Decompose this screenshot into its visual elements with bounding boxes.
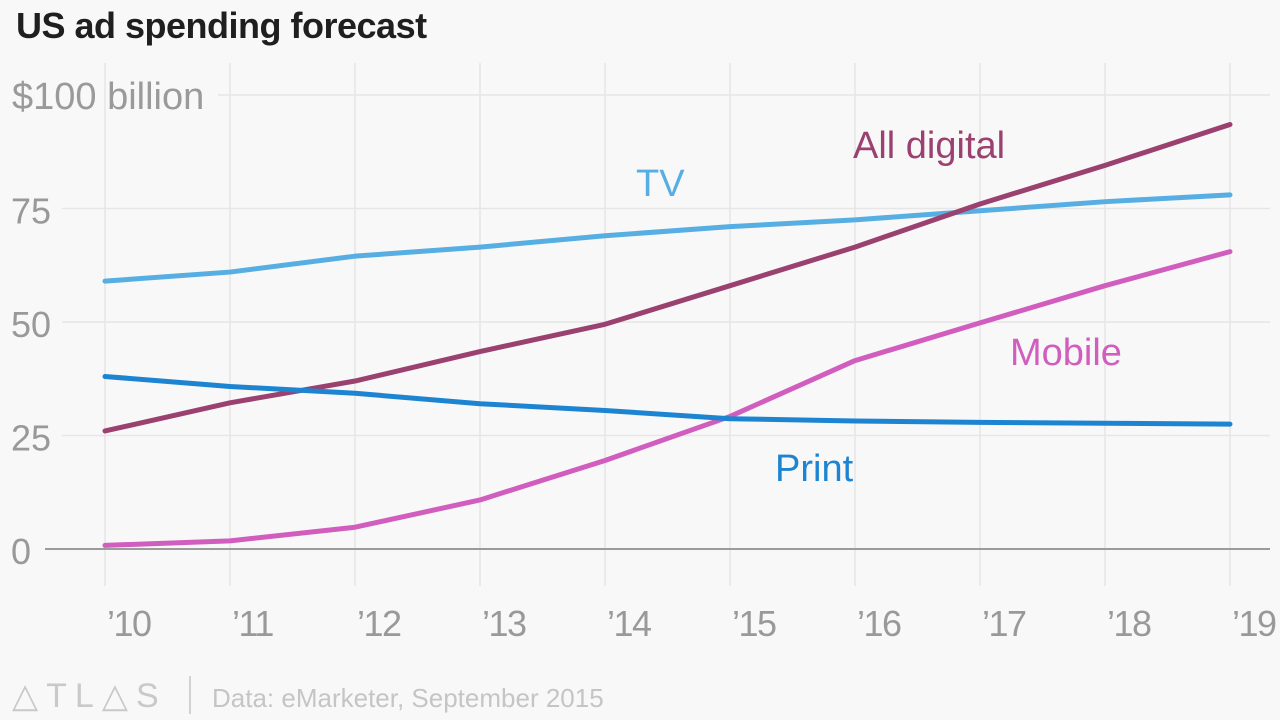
x-tick-label-2010: ’10 xyxy=(107,603,151,644)
x-tick-label-2019: ’19 xyxy=(1232,603,1276,644)
x-tick-label-2016: ’16 xyxy=(857,603,901,644)
y-tick-label-50: 50 xyxy=(11,304,51,345)
series-label-tv: TV xyxy=(636,163,685,205)
y-tick-label-0: 0 xyxy=(11,531,31,572)
x-tick-label-2013: ’13 xyxy=(482,603,526,644)
x-tick-label-2014: ’14 xyxy=(607,603,651,644)
chart-title: US ad spending forecast xyxy=(16,5,427,46)
series-line-mobile xyxy=(102,249,1233,548)
x-tick-label-2015: ’15 xyxy=(732,603,776,644)
series-line-tv xyxy=(102,192,1233,284)
y-tick-label-75: 75 xyxy=(11,191,51,232)
series-label-print: Print xyxy=(775,448,854,490)
x-tick-label-2011: ’11 xyxy=(232,603,273,644)
x-tick-label-2017: ’17 xyxy=(982,603,1026,644)
series-line-print xyxy=(102,373,1233,427)
atlas-logo: △TL△S xyxy=(12,677,167,715)
data-source-caption: Data: eMarketer, September 2015 xyxy=(212,683,604,713)
y-tick-label-25: 25 xyxy=(11,418,51,459)
x-tick-label-2018: ’18 xyxy=(1107,603,1151,644)
series-label-all-digital: All digital xyxy=(853,125,1005,167)
series-label-mobile: Mobile xyxy=(1010,332,1122,374)
chart-unit-label: $100 billion xyxy=(12,76,205,118)
x-tick-label-2012: ’12 xyxy=(357,603,401,644)
footer-divider xyxy=(189,676,191,714)
